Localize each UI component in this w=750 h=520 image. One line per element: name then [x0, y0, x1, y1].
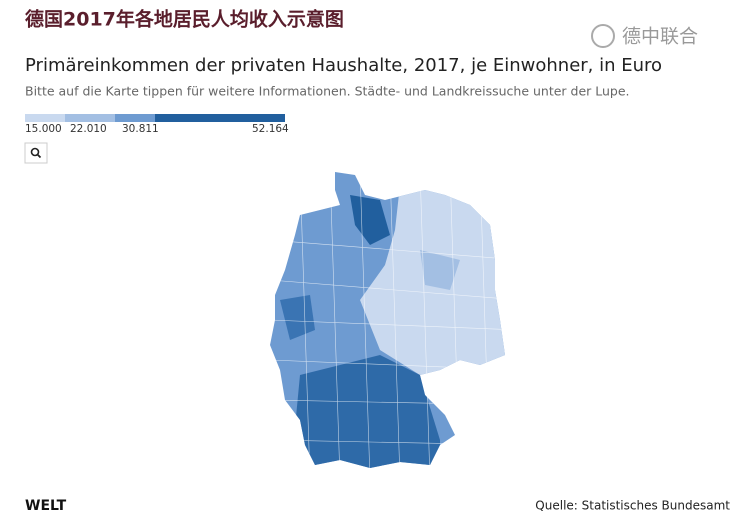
search-icon — [30, 147, 40, 157]
legend: 15.000 22.010 30.811 52.164 — [25, 114, 289, 135]
district-borders — [270, 172, 505, 468]
legend-label: 52.164 — [252, 123, 289, 135]
legend-swatch — [25, 114, 65, 122]
watermark-icon — [591, 24, 615, 48]
legend-label: 15.000 — [25, 123, 62, 135]
source: Quelle: Statistisches Bundesamt — [535, 499, 730, 513]
legend-label: 30.811 — [122, 123, 159, 135]
legend-swatch — [115, 114, 155, 122]
search-icon — [36, 153, 42, 159]
page-title: 德国2017年各地居民人均收入示意图 — [25, 8, 344, 31]
chart-subtitle: Bitte auf die Karte tippen für weitere I… — [25, 84, 630, 99]
legend-swatch — [65, 114, 115, 122]
legend-swatch — [155, 114, 285, 122]
germany-map[interactable] — [260, 165, 520, 480]
region-hamburg — [350, 195, 390, 245]
brand: WELT — [25, 498, 67, 514]
search-button[interactable] — [24, 142, 48, 164]
watermark: 德中联合 — [622, 26, 698, 48]
legend-label: 22.010 — [70, 123, 107, 135]
region-south — [290, 355, 440, 468]
chart-title: Primäreinkommen der privaten Haushalte, … — [25, 55, 662, 76]
region-berlin — [420, 250, 460, 290]
region-ruhr — [280, 295, 315, 340]
